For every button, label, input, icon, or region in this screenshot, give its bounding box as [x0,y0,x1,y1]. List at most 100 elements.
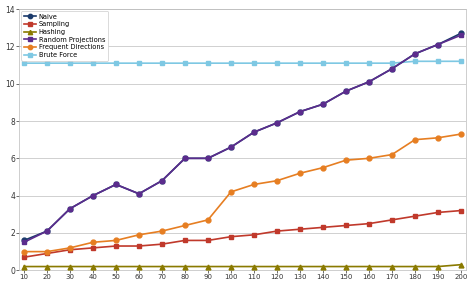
Frequent Directions [389,153,395,156]
Hashing [67,265,73,268]
Random Projections [274,121,280,125]
Random Projections [366,80,372,84]
Frequent Directions [136,233,142,237]
Hashing [228,265,234,268]
Random Projections [251,130,257,134]
Sampling [136,244,142,248]
Sampling [251,233,257,237]
Random Projections [297,110,303,113]
Sampling [182,239,188,242]
Sampling [435,211,441,214]
Sampling [297,227,303,231]
Random Projections [159,179,165,182]
Frequent Directions [159,229,165,233]
Brute Force [228,61,234,65]
Frequent Directions [412,138,418,141]
Sampling [90,246,96,250]
Random Projections [389,67,395,70]
Sampling [274,229,280,233]
Frequent Directions [274,179,280,182]
Line: Brute Force: Brute Force [21,59,464,65]
Sampling [44,252,50,255]
Random Projections [205,157,211,160]
Hashing [159,265,165,268]
Hashing [274,265,280,268]
Line: Naive: Naive [21,31,464,243]
Brute Force [182,61,188,65]
Brute Force [113,61,119,65]
Hashing [182,265,188,268]
Line: Hashing: Hashing [21,262,464,269]
Brute Force [44,61,50,65]
Naive [44,229,50,233]
Frequent Directions [458,132,464,136]
Frequent Directions [435,136,441,140]
Naive [182,157,188,160]
Naive [389,67,395,70]
Frequent Directions [21,250,27,253]
Random Projections [182,157,188,160]
Sampling [458,209,464,212]
Random Projections [320,102,326,106]
Frequent Directions [297,172,303,175]
Line: Random Projections: Random Projections [21,33,464,245]
Random Projections [228,145,234,149]
Hashing [412,265,418,268]
Frequent Directions [228,190,234,194]
Frequent Directions [90,241,96,244]
Brute Force [136,61,142,65]
Hashing [343,265,349,268]
Sampling [320,226,326,229]
Random Projections [44,229,50,233]
Naive [113,183,119,186]
Brute Force [205,61,211,65]
Sampling [113,244,119,248]
Naive [297,110,303,113]
Brute Force [435,59,441,63]
Brute Force [343,61,349,65]
Random Projections [343,90,349,93]
Naive [320,102,326,106]
Frequent Directions [44,250,50,253]
Sampling [412,214,418,218]
Random Projections [136,192,142,196]
Brute Force [389,61,395,65]
Hashing [90,265,96,268]
Brute Force [90,61,96,65]
Naive [435,43,441,46]
Sampling [366,222,372,225]
Naive [21,239,27,242]
Hashing [366,265,372,268]
Brute Force [21,61,27,65]
Hashing [320,265,326,268]
Brute Force [412,59,418,63]
Brute Force [159,61,165,65]
Naive [458,31,464,35]
Naive [274,121,280,125]
Random Projections [435,43,441,46]
Hashing [435,265,441,268]
Brute Force [297,61,303,65]
Frequent Directions [320,166,326,169]
Hashing [205,265,211,268]
Sampling [228,235,234,239]
Sampling [389,218,395,222]
Brute Force [458,59,464,63]
Frequent Directions [366,157,372,160]
Random Projections [412,52,418,55]
Brute Force [67,61,73,65]
Random Projections [21,241,27,244]
Brute Force [251,61,257,65]
Naive [412,52,418,55]
Frequent Directions [113,239,119,242]
Frequent Directions [182,224,188,227]
Naive [251,130,257,134]
Sampling [159,243,165,246]
Naive [228,145,234,149]
Hashing [297,265,303,268]
Sampling [343,224,349,227]
Frequent Directions [205,218,211,222]
Hashing [44,265,50,268]
Random Projections [458,33,464,37]
Naive [136,192,142,196]
